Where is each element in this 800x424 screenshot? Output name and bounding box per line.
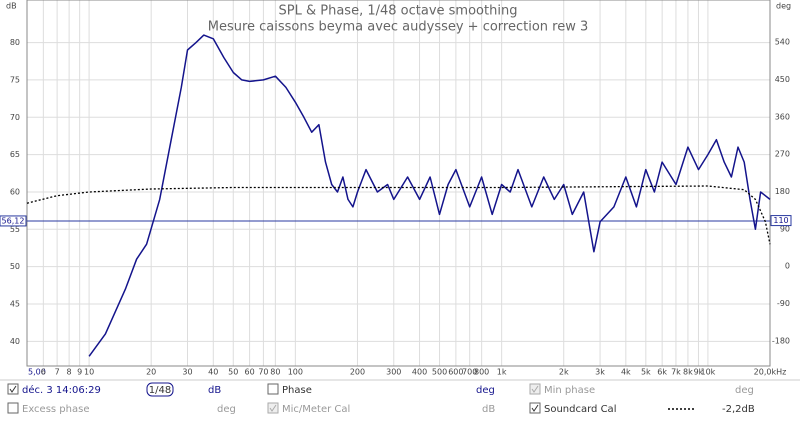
x-tick-label: 800 [474, 368, 489, 377]
y2-tick-label: 270 [775, 150, 790, 159]
checkbox[interactable] [7, 383, 19, 395]
y-tick-label: 50 [10, 262, 20, 271]
x-tick-label: 3k [595, 368, 605, 377]
excess-phase-label[interactable]: Excess phase [22, 404, 90, 415]
min-phase-label[interactable]: Min phase [544, 385, 595, 396]
smoothing-box[interactable] [146, 382, 174, 397]
y-tick-label: 65 [10, 150, 20, 159]
series-line [26, 185, 771, 245]
legend-label[interactable]: Soundcard Cal [544, 404, 616, 415]
y2-tick-label: -90 [777, 299, 790, 308]
y-axis-label: dB [6, 2, 17, 11]
y2-tick-label: 90 [780, 224, 790, 233]
x-tick-label: 6k [657, 368, 667, 377]
unit: dB [208, 385, 221, 396]
check-mark [531, 385, 539, 393]
series-line [88, 34, 771, 357]
smoothing[interactable]: 1/48 [149, 385, 171, 396]
check-mark [9, 385, 17, 393]
grid [26, 0, 771, 366]
x-tick-label: 2k [559, 368, 569, 377]
x-tick-label: 4k [621, 368, 631, 377]
mic-cal-label[interactable]: Mic/Meter Cal [282, 404, 350, 415]
chart-title: SPL & Phase, 1/48 octave smoothing [279, 4, 518, 19]
x-tick-label: 9k [694, 368, 704, 377]
unit: deg [476, 385, 495, 396]
cursor-box [0, 215, 27, 227]
phase-label[interactable]: Phase [282, 385, 312, 396]
checkbox[interactable] [267, 383, 279, 395]
checkbox[interactable] [529, 383, 541, 395]
y2-tick-label: 180 [775, 187, 790, 196]
y-tick-label: 70 [10, 113, 20, 122]
check-mark [269, 404, 277, 412]
checkbox[interactable] [529, 402, 541, 414]
y2-tick-label: -180 [772, 336, 790, 345]
x-tick-label: 20 [146, 368, 156, 377]
unit: deg [217, 404, 236, 415]
x-tick-label: 200 [350, 368, 365, 377]
y-tick-label: 60 [10, 187, 20, 196]
x-tick-label: 7 [55, 368, 60, 377]
y-tick-label: 75 [10, 75, 20, 84]
check-mark [531, 404, 539, 412]
y2-tick-label: 450 [775, 75, 790, 84]
x-tick-label: 9 [77, 368, 82, 377]
legend-label[interactable]: déc. 3 14:06:29 [22, 384, 101, 396]
cursor-label: 110 [773, 216, 788, 225]
plot-frame [26, 0, 771, 367]
unit: dB [482, 404, 495, 415]
x-tick-label: 30 [182, 368, 192, 377]
y2-tick-label: 0 [785, 262, 790, 271]
y-tick-label: 80 [10, 38, 20, 47]
x-tick-label: 5,00 [28, 368, 46, 377]
x-tick-label: 10 [84, 368, 94, 377]
y2-tick-label: 540 [775, 38, 790, 47]
x-tick-label: 8k [683, 368, 693, 377]
x-tick-label: 5k [641, 368, 651, 377]
y2-tick-label: 360 [775, 112, 790, 121]
x-tick-label: 8 [67, 368, 72, 377]
checkbox[interactable] [267, 402, 279, 414]
offset: -2,2dB [722, 404, 755, 415]
x-tick-label: 80 [270, 368, 280, 377]
x-tick-label: 60 [245, 368, 255, 377]
x-tick-label: 70 [258, 368, 268, 377]
x-tick-label: 100 [288, 368, 303, 377]
x-tick-label: 700 [462, 368, 477, 377]
x-tick-label: 40 [208, 368, 218, 377]
unit: deg [735, 385, 754, 396]
x-tick-label: 10k [701, 368, 716, 377]
x-tick-label: 7k [671, 368, 681, 377]
x-tick-label: 300 [386, 368, 401, 377]
control-panel: déc. 3 14:06:29 1/48 dB Phase deg Min ph… [0, 379, 800, 415]
x-tick-label: 400 [412, 368, 427, 377]
y-tick-label: 45 [10, 300, 20, 309]
cursor-label: 56,12 [2, 216, 25, 225]
x-tick-label: 500 [432, 368, 447, 377]
x-tick-label: 1k [497, 368, 507, 377]
x-tick-label: 6 [41, 368, 46, 377]
y-tick-label: 40 [10, 337, 20, 346]
x-tick-label: 600 [448, 368, 463, 377]
y2-axis-label: deg [776, 2, 791, 11]
x-tick-label: 20,0kHz [754, 368, 787, 377]
y-tick-label: 55 [10, 225, 20, 234]
cursor-box [770, 215, 792, 227]
chart-subtitle: Mesure caissons beyma avec audyssey + co… [208, 20, 589, 35]
checkbox[interactable] [7, 402, 19, 414]
x-tick-label: 50 [228, 368, 238, 377]
